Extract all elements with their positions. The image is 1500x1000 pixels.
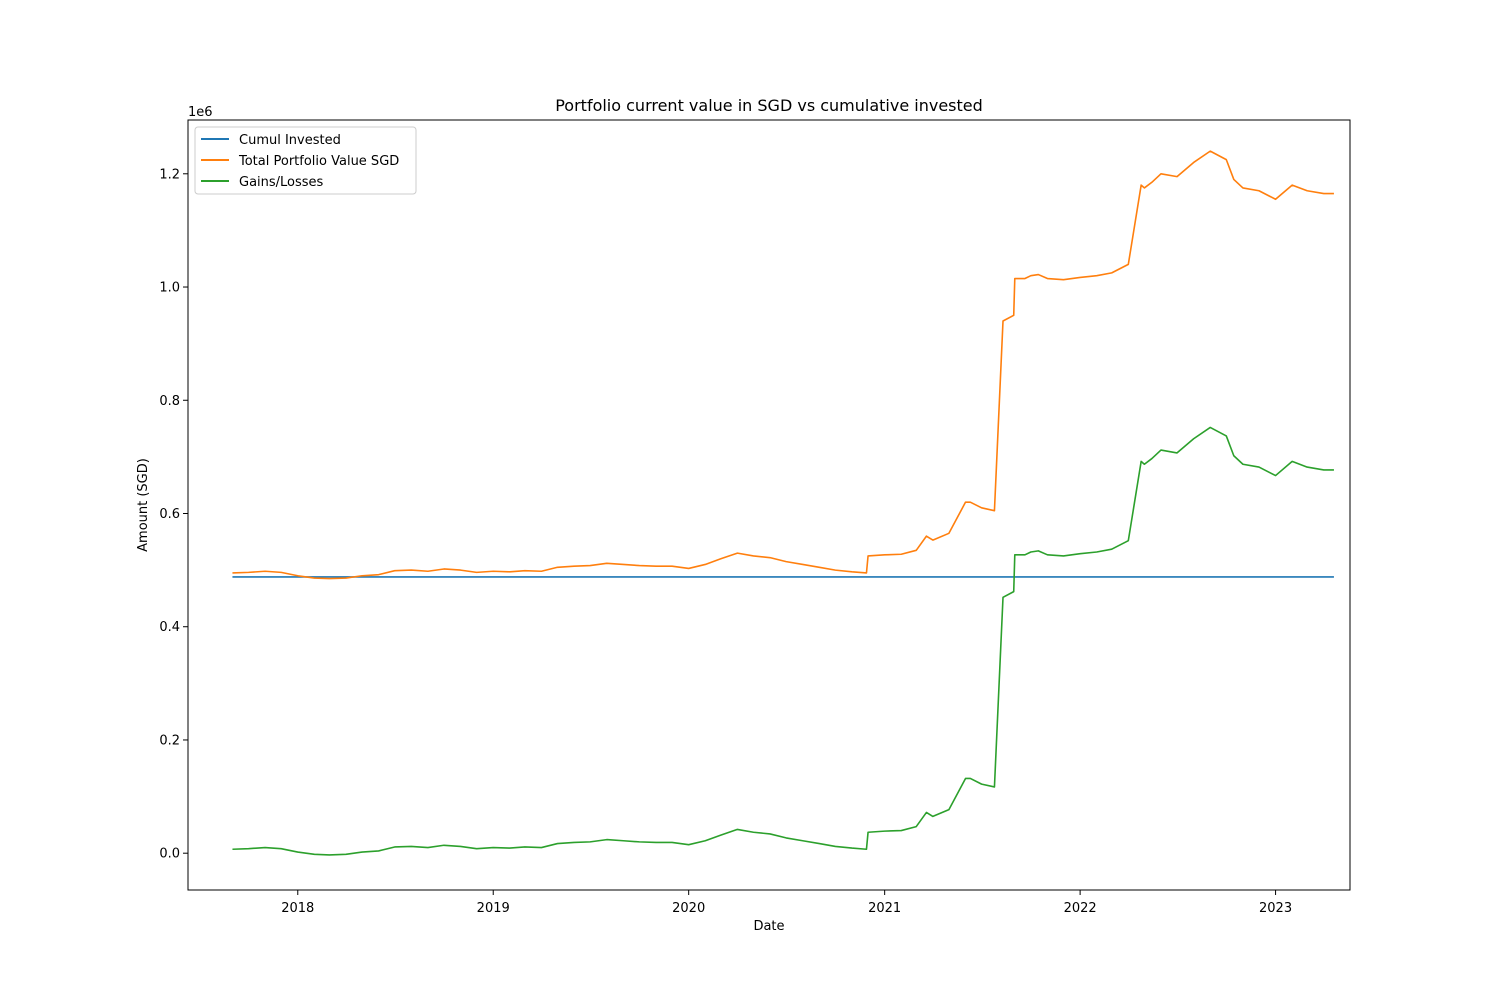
y-axis: 0.0 0.2 0.4 0.6 0.8 1.0 1.2	[159, 167, 188, 862]
legend-box	[194, 126, 417, 195]
x-tick-label: 2018	[281, 901, 314, 916]
y-tick-label: 1.2	[159, 167, 180, 182]
chart-title: Portfolio current value in SGD vs cumula…	[555, 96, 983, 115]
y-tick-label: 0.0	[159, 847, 180, 862]
x-tick-label: 2023	[1259, 901, 1292, 916]
y-tick-label: 0.4	[159, 620, 180, 635]
y-tick-label: 1.0	[159, 281, 180, 296]
legend-entry-label: Total Portfolio Value SGD	[238, 154, 399, 169]
x-tick-label: 2022	[1064, 901, 1097, 916]
x-axis-label: Date	[753, 919, 784, 934]
y-tick-label: 0.2	[159, 733, 180, 748]
y-axis-offset-label: 1e6	[188, 105, 213, 120]
x-tick-label: 2021	[868, 901, 901, 916]
series-layer	[232, 150, 1334, 856]
legend-entry-label: Gains/Losses	[239, 175, 324, 190]
series-line-2	[232, 426, 1334, 856]
x-axis: 2018 2019 2020 2021 2022 2023	[281, 890, 1292, 916]
y-tick-label: 0.6	[159, 507, 180, 522]
x-tick-label: 2019	[477, 901, 510, 916]
y-tick-label: 0.8	[159, 394, 180, 409]
legend: Cumul Invested Total Portfolio Value SGD G…	[194, 126, 417, 195]
series-line-1	[232, 150, 1334, 580]
y-axis-label: Amount (SGD)	[136, 458, 151, 552]
legend-entry-label: Cumul Invested	[239, 133, 341, 148]
x-tick-label: 2020	[672, 901, 705, 916]
plot-frame	[187, 119, 1351, 891]
